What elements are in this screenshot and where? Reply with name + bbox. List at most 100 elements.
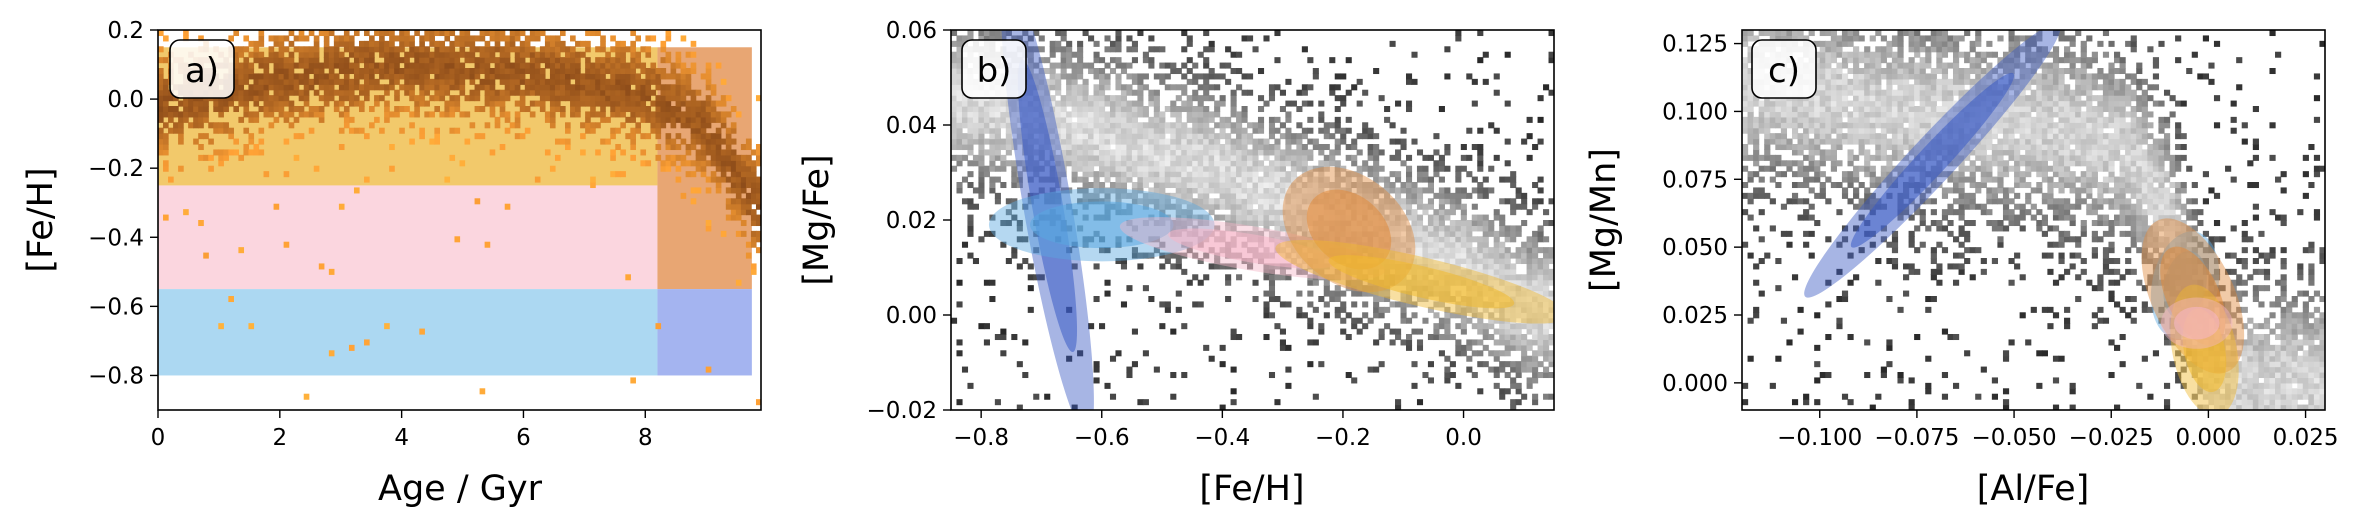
density-cell [454, 51, 461, 58]
density-cell [1236, 111, 1243, 118]
density-cell [1082, 192, 1089, 199]
density-cell [1153, 165, 1160, 172]
density-cell [1131, 149, 1138, 156]
density-cell [956, 399, 963, 406]
density-cell [1137, 106, 1144, 113]
density-cell [1011, 203, 1018, 210]
density-cell [268, 111, 275, 118]
density-cell [1197, 133, 1204, 140]
density-cell [303, 111, 310, 118]
density-cell [1758, 192, 1765, 199]
density-cell [1764, 106, 1771, 113]
density-cell [575, 40, 581, 47]
density-cell [994, 154, 1001, 161]
density-cell [233, 78, 239, 85]
density-cell [951, 138, 958, 145]
density-cell [660, 89, 667, 96]
density-cell [730, 198, 737, 205]
density-cell [1532, 301, 1539, 308]
density-cell [1389, 252, 1396, 259]
density-cell [1400, 290, 1407, 297]
density-cell [1115, 78, 1122, 85]
density-cell [1099, 78, 1106, 85]
density-cell [454, 236, 461, 243]
density-cell [163, 84, 169, 91]
density-cell [1493, 317, 1500, 324]
density-cell [1521, 247, 1528, 254]
density-cell [298, 35, 305, 42]
density-cell [630, 133, 636, 140]
density-cell [1225, 192, 1232, 199]
density-cell [715, 111, 722, 118]
density-cell [1197, 154, 1204, 161]
density-cell [1104, 279, 1111, 286]
density-cell [1186, 138, 1193, 145]
density-cell [1301, 100, 1308, 107]
density-cell [1263, 35, 1270, 42]
density-cell [595, 100, 601, 107]
density-cell [1219, 176, 1226, 183]
density-cell [635, 100, 641, 107]
density-cell [293, 89, 300, 96]
density-cell [1438, 258, 1445, 265]
density-cell [228, 100, 234, 107]
density-cell [650, 127, 657, 134]
density-cell [1033, 30, 1040, 37]
density-cell [1126, 160, 1133, 167]
density-cell [1362, 122, 1369, 129]
density-cell [1115, 84, 1122, 91]
density-cell [1515, 339, 1522, 346]
density-cell [318, 62, 325, 69]
density-cell [750, 160, 757, 167]
density-cell [650, 111, 657, 118]
density-cell [479, 133, 486, 140]
density-cell [248, 116, 255, 123]
density-cell [695, 89, 702, 96]
density-cell [700, 138, 707, 145]
density-cell [464, 95, 471, 102]
density-cell [419, 73, 425, 80]
density-cell [1438, 209, 1445, 216]
density-cell [1389, 122, 1396, 129]
density-cell [978, 144, 985, 151]
density-cell [1241, 214, 1248, 221]
density-cell [1055, 144, 1062, 151]
density-cell [695, 165, 702, 172]
density-cell [565, 78, 571, 85]
density-cell [263, 73, 270, 80]
density-cell [1263, 149, 1270, 156]
density-cell [1753, 187, 1760, 194]
density-cell [1120, 95, 1128, 102]
density-cell [1033, 46, 1040, 53]
density-cell [570, 46, 576, 53]
density-cell [1482, 361, 1489, 368]
density-cell [1384, 192, 1391, 199]
density-cell [1082, 116, 1089, 123]
density-cell [1769, 176, 1776, 183]
density-cell [1257, 116, 1265, 123]
density-cell [1526, 133, 1533, 140]
density-cell [1247, 122, 1254, 129]
density-cell [384, 116, 390, 123]
density-cell [590, 73, 596, 80]
density-cell [1022, 40, 1029, 47]
density-cell [479, 35, 486, 42]
density-cell [755, 187, 761, 194]
density-cell [1016, 220, 1023, 227]
density-cell [1444, 230, 1451, 237]
density-cell [1416, 203, 1424, 210]
density-cell [620, 171, 626, 178]
density-cell [1318, 144, 1325, 151]
density-cell [1373, 290, 1380, 297]
density-cell [1159, 209, 1166, 216]
density-cell [509, 30, 516, 37]
density-cell [348, 46, 355, 53]
density-cell [1504, 236, 1511, 243]
density-cell [494, 57, 501, 64]
density-cell [1208, 84, 1215, 91]
density-cell [288, 100, 295, 107]
density-cell [273, 106, 280, 113]
density-cell [1175, 198, 1182, 205]
density-cell [253, 40, 260, 47]
density-cell [1126, 111, 1133, 118]
